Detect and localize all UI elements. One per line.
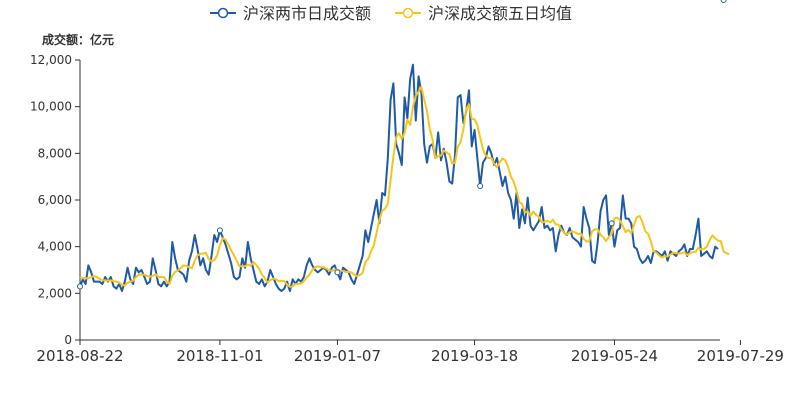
y-tick-label: 12,000: [30, 53, 72, 67]
legend-label-daily: 沪深两市日成交额: [243, 4, 371, 23]
y-tick-label: 4,000: [38, 240, 72, 254]
y-tick-label: 0: [64, 333, 72, 347]
legend-marker-daily: [217, 7, 229, 19]
x-tick-label: 2019-07-29: [697, 347, 784, 365]
y-tick-label: 2,000: [38, 286, 72, 300]
legend-label-ma5: 沪深成交额五日均值: [428, 4, 572, 23]
legend-item-daily[interactable]: 沪深两市日成交额: [210, 4, 371, 23]
daily-turnover-point: [216, 227, 223, 234]
legend-item-ma5[interactable]: 沪深成交额五日均值: [395, 4, 572, 23]
daily-turnover-point: [77, 283, 83, 290]
y-tick-label: 10,000: [30, 100, 72, 114]
y-tick-label: 8,000: [38, 146, 72, 160]
daily-turnover-point: [608, 220, 615, 227]
five-day-average-line: [79, 86, 730, 288]
daily-turnover-point: [334, 269, 341, 276]
x-tick-label: 2019-01-07: [294, 347, 381, 365]
y-axis-unit-label: 成交额：亿元: [42, 32, 114, 47]
y-tick-label: 6,000: [38, 193, 72, 207]
legend-marker-ma5: [402, 7, 414, 19]
plot-area: 0 2,000 4,000 6,000 8,000 10,000 12,000 2018-08…: [30, 0, 784, 365]
legend[interactable]: 沪深两市日成交额 沪深成交额五日均值: [210, 4, 572, 23]
daily-turnover-point: [477, 183, 484, 189]
x-tick-label: 2018-08-22: [36, 347, 123, 365]
x-tick-label: 2018-11-01: [176, 347, 263, 365]
daily-turnover-point: [720, 0, 727, 3]
x-tick-label: 2019-05-24: [571, 347, 658, 365]
x-tick-label: 2019-03-18: [431, 347, 518, 365]
daily-turnover-line: [79, 63, 719, 292]
